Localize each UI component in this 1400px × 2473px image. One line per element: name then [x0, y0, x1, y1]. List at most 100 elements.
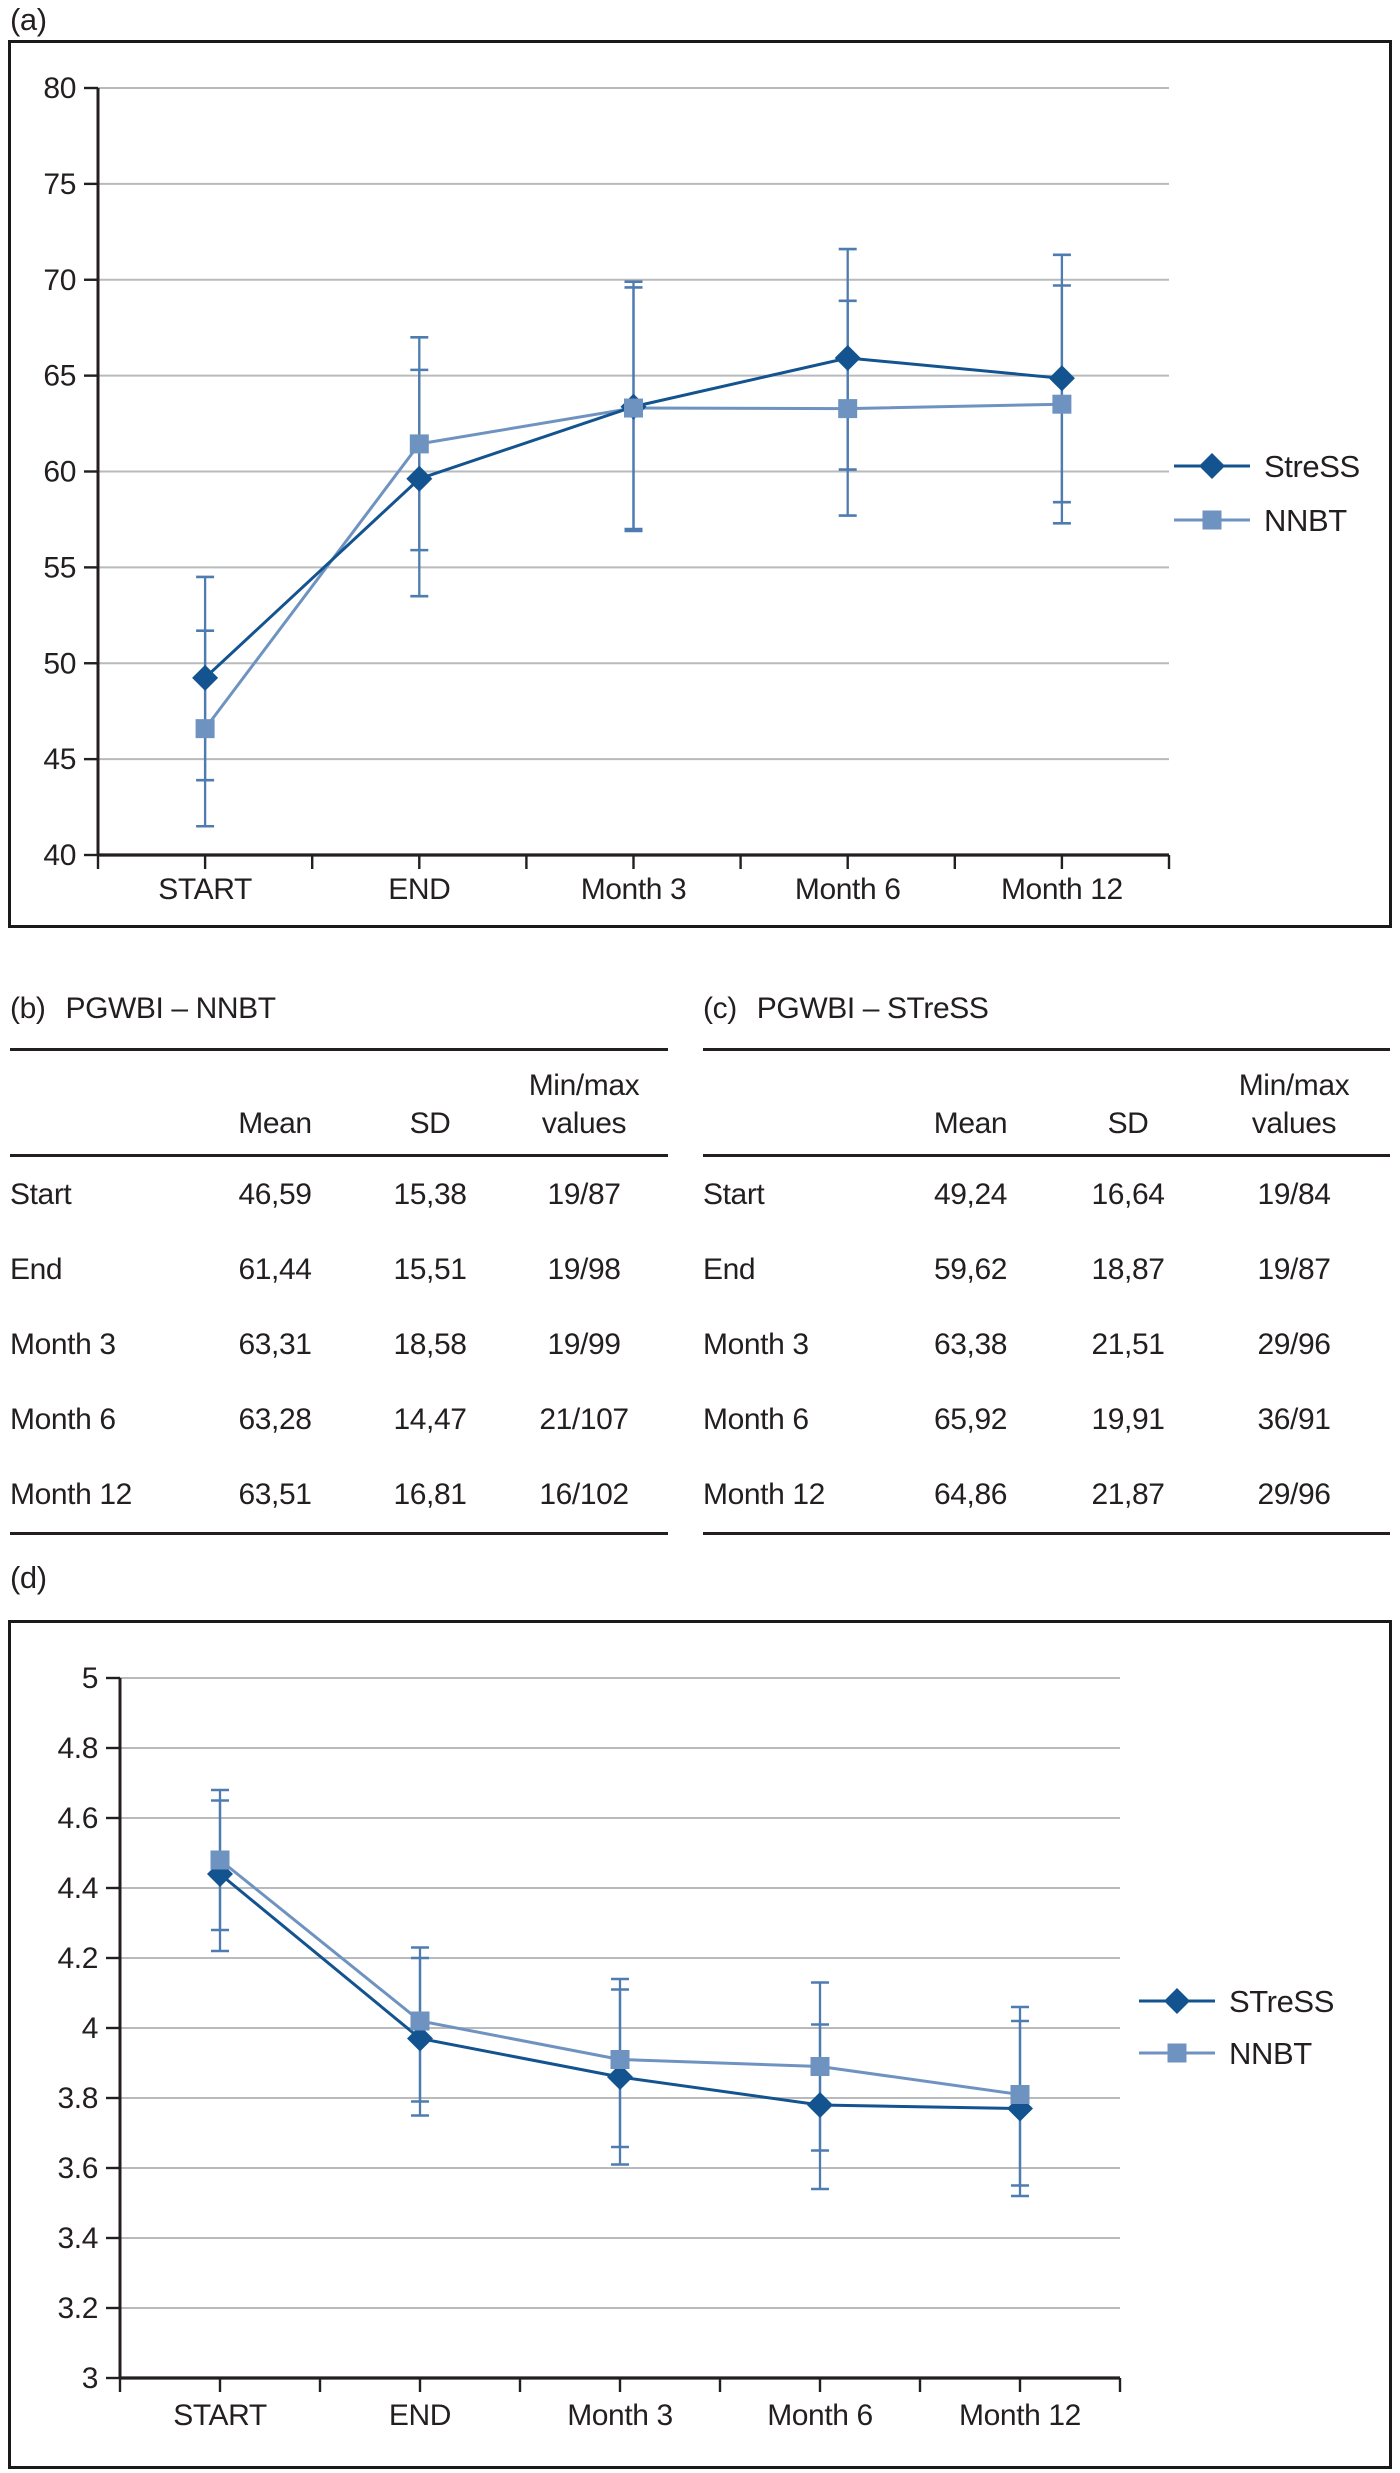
row-label: Month 12: [703, 1477, 825, 1511]
table-cell: 15,38: [393, 1177, 467, 1211]
panel-c-label: (c): [703, 992, 737, 1025]
legend-label: STreSS: [1229, 1984, 1334, 2019]
x-axis-category-label: Month 12: [959, 2399, 1081, 2432]
legend-entry: NNBT: [1174, 503, 1348, 538]
column-header: [10, 1051, 190, 1157]
table-cell: 19/98: [547, 1252, 621, 1286]
table-c-title: (c) PGWBI – STreSS: [703, 992, 1390, 1026]
y-axis-tick-label: 4.8: [57, 1732, 98, 1765]
legend-label: NNBT: [1229, 2036, 1312, 2071]
panel-a-label: (a): [10, 2, 47, 37]
row-label: Start: [703, 1177, 765, 1211]
table-cell: 21,51: [1091, 1327, 1165, 1361]
y-axis-tick-label: 4.6: [57, 1802, 98, 1835]
table-cell: 36/91: [1257, 1402, 1331, 1436]
StreSS-data-point-marker: [192, 664, 219, 691]
column-header: Min/max values: [1198, 1051, 1390, 1157]
StreSS-data-point-marker: [834, 344, 861, 371]
table-cell: 29/96: [1257, 1327, 1331, 1361]
table-cell: 49,24: [933, 1177, 1008, 1211]
y-axis-tick-label: 4: [82, 2012, 98, 2045]
NNBT-data-point-marker: [610, 2050, 630, 2069]
row-label: End: [10, 1252, 63, 1286]
legend-entry: NNBT: [1139, 2036, 1313, 2071]
y-axis-tick-label: 4.2: [57, 1942, 98, 1975]
column-header: SD: [1058, 1051, 1198, 1157]
table-cell: 29/96: [1257, 1477, 1331, 1511]
x-axis-category-label: Month 3: [567, 2399, 673, 2432]
table-cell: 64,86: [933, 1477, 1008, 1511]
column-header: SD: [360, 1051, 500, 1157]
table-cell: 19/87: [547, 1177, 621, 1211]
column-header-line: values: [541, 1106, 627, 1140]
legend-label: NNBT: [1264, 503, 1347, 538]
legend-entry: StreSS: [1174, 449, 1360, 484]
x-axis-category-label: Month 12: [1001, 873, 1123, 906]
y-axis-tick-label: 40: [43, 839, 76, 872]
table-cell: 16,64: [1091, 1177, 1165, 1211]
row-label: Start: [10, 1177, 72, 1211]
table-b-grid: Mean SD Min/max values Start 46,59 15,38 19/87 E…: [10, 1048, 668, 1535]
row-label: Month 3: [703, 1327, 809, 1361]
y-axis-tick-label: 3.6: [57, 2152, 98, 2185]
column-header-line: values: [1251, 1106, 1337, 1140]
y-axis-tick-label: 45: [43, 743, 76, 776]
STreSS-data-point-marker: [807, 2092, 833, 2118]
NNBT-data-point-marker: [624, 398, 643, 418]
y-axis-tick-label: 5: [82, 1662, 98, 1695]
x-axis-category-label: Month 6: [795, 873, 901, 906]
legend-entry: STreSS: [1139, 1984, 1334, 2019]
y-axis-tick-label: 65: [43, 360, 76, 393]
column-header-line: Mean: [238, 1106, 312, 1140]
column-header: Mean: [190, 1051, 360, 1157]
table-cell: 59,62: [933, 1252, 1008, 1286]
NNBT-data-point-marker: [1052, 394, 1072, 414]
y-axis-tick-label: 3.8: [57, 2082, 98, 2115]
row-label: Month 6: [10, 1402, 116, 1436]
panel-d-label: (d): [10, 1560, 47, 1595]
y-axis-tick-label: 4.4: [57, 1872, 98, 1905]
table-cell: 18,58: [393, 1327, 467, 1361]
row-label: Month 12: [10, 1477, 132, 1511]
NNBT-data-point-marker: [410, 2011, 430, 2031]
NNBT-legend-marker: [1202, 510, 1222, 530]
STreSS-data-point-marker: [407, 2025, 433, 2052]
table-cell: 63,51: [238, 1477, 312, 1511]
x-axis-category-label: START: [158, 873, 252, 906]
panel-a-plot: 40 45 50 55 60 65 70 75 80 START END Month 3 Month 6…: [43, 72, 1360, 906]
y-axis-tick-label: 50: [43, 647, 76, 680]
table-cell: 19/84: [1257, 1177, 1331, 1211]
y-axis-tick-label: 75: [43, 168, 76, 201]
StreSS-data-point-marker: [406, 465, 433, 492]
y-axis-tick-label: 80: [43, 72, 76, 105]
x-axis-category-label: START: [173, 2399, 267, 2432]
table-c-title-text: PGWBI – STreSS: [756, 992, 989, 1025]
row-label: End: [703, 1252, 756, 1286]
StreSS-data-point-marker: [1048, 365, 1075, 392]
table-cell: 19/87: [1257, 1252, 1331, 1286]
table-cell: 65,92: [933, 1402, 1008, 1436]
table-cell: 16,81: [393, 1477, 467, 1511]
NNBT-data-point-marker: [409, 434, 429, 454]
StreSS-legend-marker: [1199, 453, 1225, 479]
column-header: [703, 1051, 883, 1157]
table-cell: 18,87: [1091, 1252, 1165, 1286]
y-axis-tick-label: 3.4: [57, 2222, 98, 2255]
column-header-line: Min/max: [528, 1069, 640, 1102]
NNBT-data-point-marker: [810, 2057, 830, 2076]
table-cell: 19,91: [1091, 1402, 1165, 1436]
x-axis-category-label: END: [389, 2399, 451, 2432]
x-axis-category-label: Month 6: [767, 2399, 873, 2432]
table-cell: 63,28: [238, 1402, 312, 1436]
table-cell: 63,38: [933, 1327, 1008, 1361]
STreSS-data-point-marker: [607, 2064, 633, 2090]
NNBT-data-point-marker: [195, 719, 215, 739]
column-header-line: Min/max: [1238, 1069, 1350, 1102]
table-c: (c) PGWBI – STreSS Mean SD Min/max values St…: [703, 992, 1390, 1535]
table-b: (b) PGWBI – NNBT Mean SD Min/max values Star…: [10, 992, 668, 1535]
column-header-line: SD: [1107, 1106, 1149, 1140]
x-axis-category-label: END: [388, 873, 450, 906]
NNBT-data-point-marker: [1010, 2085, 1030, 2104]
table-cell: 15,51: [393, 1252, 467, 1286]
